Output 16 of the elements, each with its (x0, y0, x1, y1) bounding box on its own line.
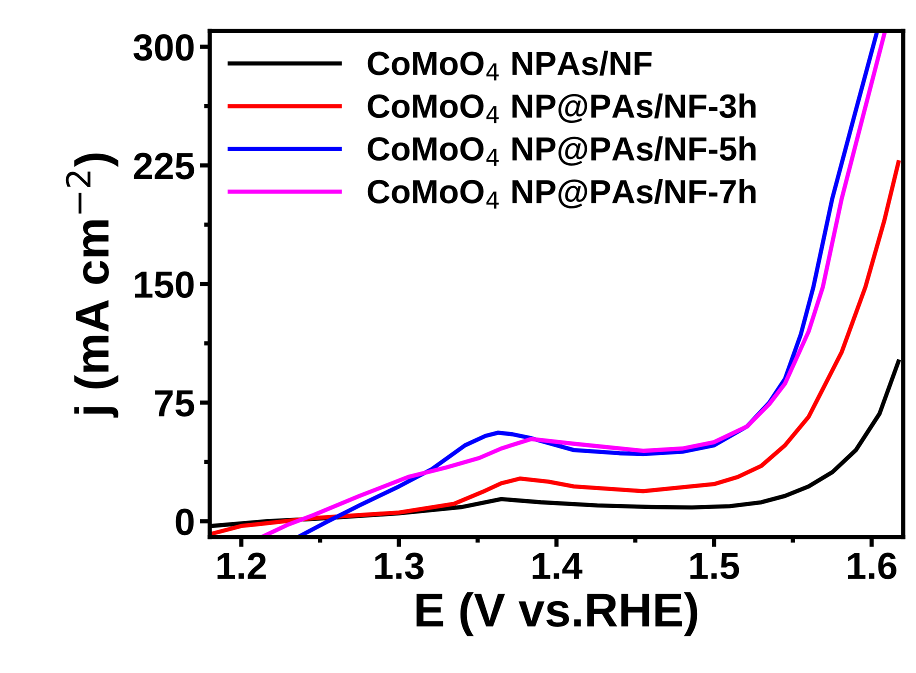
y-tick-label: 300 (133, 34, 194, 61)
legend-label: CoMoO$_{4}$ NP@PAs/NF-5h (368, 136, 756, 166)
y-tick-label: 75 (155, 390, 194, 417)
x-tick-label: 1.4 (532, 553, 582, 579)
legend-label: CoMoO$_{4}$ NP@PAs/NF-3h (368, 94, 756, 124)
x-axis-title: E (V vs.RHE) (416, 592, 698, 636)
x-tick-label: 1.2 (218, 552, 266, 579)
x-tick-label: 1.5 (690, 553, 740, 580)
y-tick-label: 150 (134, 271, 194, 298)
y-axis-title: j (mA cm$^{−2}$) (66, 154, 118, 418)
y-tick-label: 0 (176, 508, 194, 536)
x-tick-label: 1.3 (375, 552, 424, 580)
legend-label: CoMoO$_{4}$ NP@PAs/NF-7h (368, 179, 756, 209)
y-tick-label: 225 (134, 152, 194, 180)
legend-label: CoMoO$_{4}$ NPAs/NF (368, 50, 652, 80)
x-tick-label: 1.6 (848, 552, 896, 580)
